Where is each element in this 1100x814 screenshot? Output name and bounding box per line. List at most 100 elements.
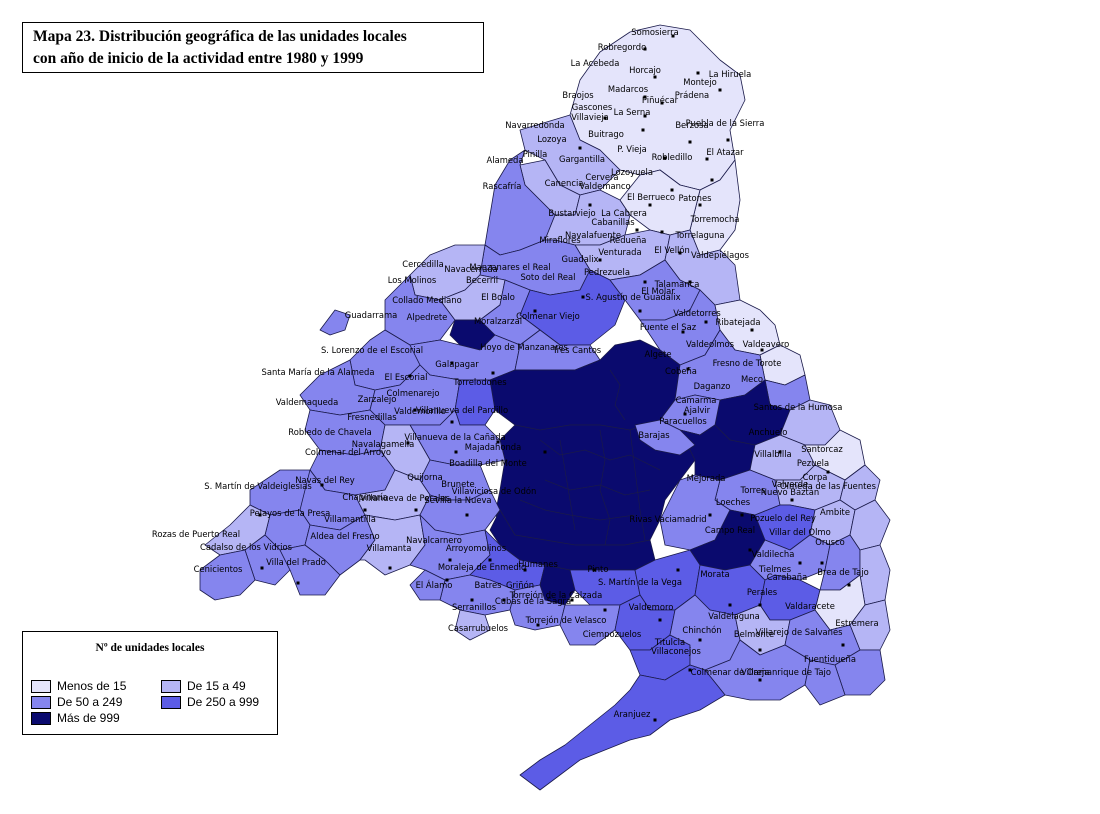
town-marker <box>643 47 647 51</box>
town-marker <box>578 146 582 150</box>
municipality-label: Daganzo <box>694 381 731 391</box>
municipality-label: Villaviciosa de Odón <box>452 486 537 496</box>
town-marker <box>798 561 802 565</box>
municipality-label: Gascones <box>572 102 613 112</box>
municipality-label: Cubas de la Sagra <box>495 596 571 606</box>
municipality-label: Aldea del Fresno <box>310 531 379 541</box>
town-marker <box>635 228 639 232</box>
town-marker <box>686 367 690 371</box>
district-line-4 <box>599 429 611 546</box>
town-marker <box>413 408 417 412</box>
municipality-label: Valdemoro <box>629 602 674 612</box>
legend-item-15-49: De 15 a 49 <box>161 679 246 693</box>
legend-item-50-249: De 50 a 249 <box>31 695 122 709</box>
region-villamanta <box>359 514 426 576</box>
town-marker <box>592 568 596 572</box>
municipality-label: Colmenar Viejo <box>516 311 580 321</box>
municipality-label: Torremocha <box>690 214 740 224</box>
town-marker <box>748 548 752 552</box>
town-marker <box>740 513 744 517</box>
region-serranillos <box>454 609 491 641</box>
municipality-label: Moralzarzal <box>474 316 522 326</box>
municipality-label: Fuente el Saz <box>640 322 697 332</box>
legend-swatch <box>161 679 181 693</box>
town-marker <box>658 618 662 622</box>
municipality-label: Colmenarejo <box>387 388 440 398</box>
municipality-label: Ambite <box>820 507 850 517</box>
town-marker <box>820 561 824 565</box>
municipality-label: Berzosa <box>675 120 708 130</box>
town-marker <box>643 280 647 284</box>
town-marker <box>663 156 667 160</box>
municipality-label: Navarredonda <box>505 120 564 130</box>
town-marker <box>648 203 652 207</box>
municipality-label: Aranjuez <box>614 709 651 719</box>
municipality-label: El Álamo <box>416 579 453 590</box>
region-valdilecha <box>749 534 831 581</box>
municipality-label: Carabaña <box>767 572 807 582</box>
town-marker <box>581 295 585 299</box>
municipality-label: Guadalix <box>562 254 599 264</box>
town-marker <box>670 188 674 192</box>
municipality-label: Valdemaqueda <box>276 397 339 407</box>
town-marker <box>388 566 392 570</box>
municipality-label: Colmenar de Oreja <box>691 667 770 677</box>
town-marker <box>758 603 762 607</box>
municipality-label: Villalbilla <box>754 449 791 459</box>
town-marker <box>641 128 645 132</box>
map-title: Mapa 23. Distribución geográfica de las … <box>22 22 484 73</box>
municipality-label: Valdeolmos <box>686 339 734 349</box>
town-marker <box>258 513 262 517</box>
municipality-label: Navacerrada <box>444 264 498 274</box>
municipality-label: Paracuellos <box>659 416 707 426</box>
town-marker <box>638 309 642 313</box>
region-western-tip <box>319 309 351 336</box>
municipality-label: Fuentidueña <box>804 654 856 664</box>
municipality-label: S. Lorenzo de el Escorial <box>321 345 423 355</box>
municipality-label: Pinto <box>588 564 609 574</box>
municipality-label: Fresnedillas <box>347 412 396 422</box>
municipality-label: Pinilla <box>523 149 548 159</box>
municipality-label: Campo Real <box>705 525 755 535</box>
municipality-label: Valdemanco <box>579 181 630 191</box>
town-marker <box>676 568 680 572</box>
town-marker <box>696 71 700 75</box>
town-marker <box>841 643 845 647</box>
municipality-label: Valdaracete <box>785 601 835 611</box>
town-marker <box>408 374 412 378</box>
municipality-label: Manzanares el Real <box>469 262 550 272</box>
town-marker <box>710 178 714 182</box>
legend-swatch <box>31 695 51 709</box>
town-marker <box>778 450 782 454</box>
municipality-label: Valdilecha <box>752 549 795 559</box>
region-el-alamo <box>409 569 446 601</box>
municipality-label: Quijorna <box>407 472 442 482</box>
municipality-label: Arroyomolinos <box>446 543 506 553</box>
legend-title: Nº de unidades locales <box>95 642 205 654</box>
town-marker <box>847 583 851 587</box>
legend-item-menos-15: Menos de 15 <box>31 679 126 693</box>
town-marker <box>678 251 682 255</box>
town-marker <box>502 598 506 602</box>
municipality-label: Santos de la Humosa <box>754 402 843 412</box>
town-marker <box>523 568 527 572</box>
district-line-3 <box>559 439 576 531</box>
municipality-label: Brunete <box>441 479 474 489</box>
municipality-label: Galapagar <box>435 359 479 369</box>
municipality-label: La Cabrera <box>601 208 647 218</box>
municipality-label: Valverde <box>772 479 808 489</box>
municipality-label: Torrejón de Velasco <box>525 615 607 625</box>
town-marker <box>320 483 324 487</box>
legend-label: De 250 a 999 <box>187 695 260 709</box>
town-marker <box>683 412 687 416</box>
municipality-label: Colmenar del Arroyo <box>305 447 391 457</box>
municipality-label: Chapinería <box>342 492 387 502</box>
legend-item-250-999: De 250 a 999 <box>161 695 259 709</box>
town-marker <box>790 498 794 502</box>
municipality-label: Boadilla del Monte <box>449 458 527 468</box>
district-line-7 <box>519 499 636 521</box>
town-marker <box>450 420 454 424</box>
municipality-label: Camarma <box>676 395 717 405</box>
municipality-label: La Acebeda <box>571 58 620 68</box>
municipality-label: Navalafuente <box>565 230 621 240</box>
